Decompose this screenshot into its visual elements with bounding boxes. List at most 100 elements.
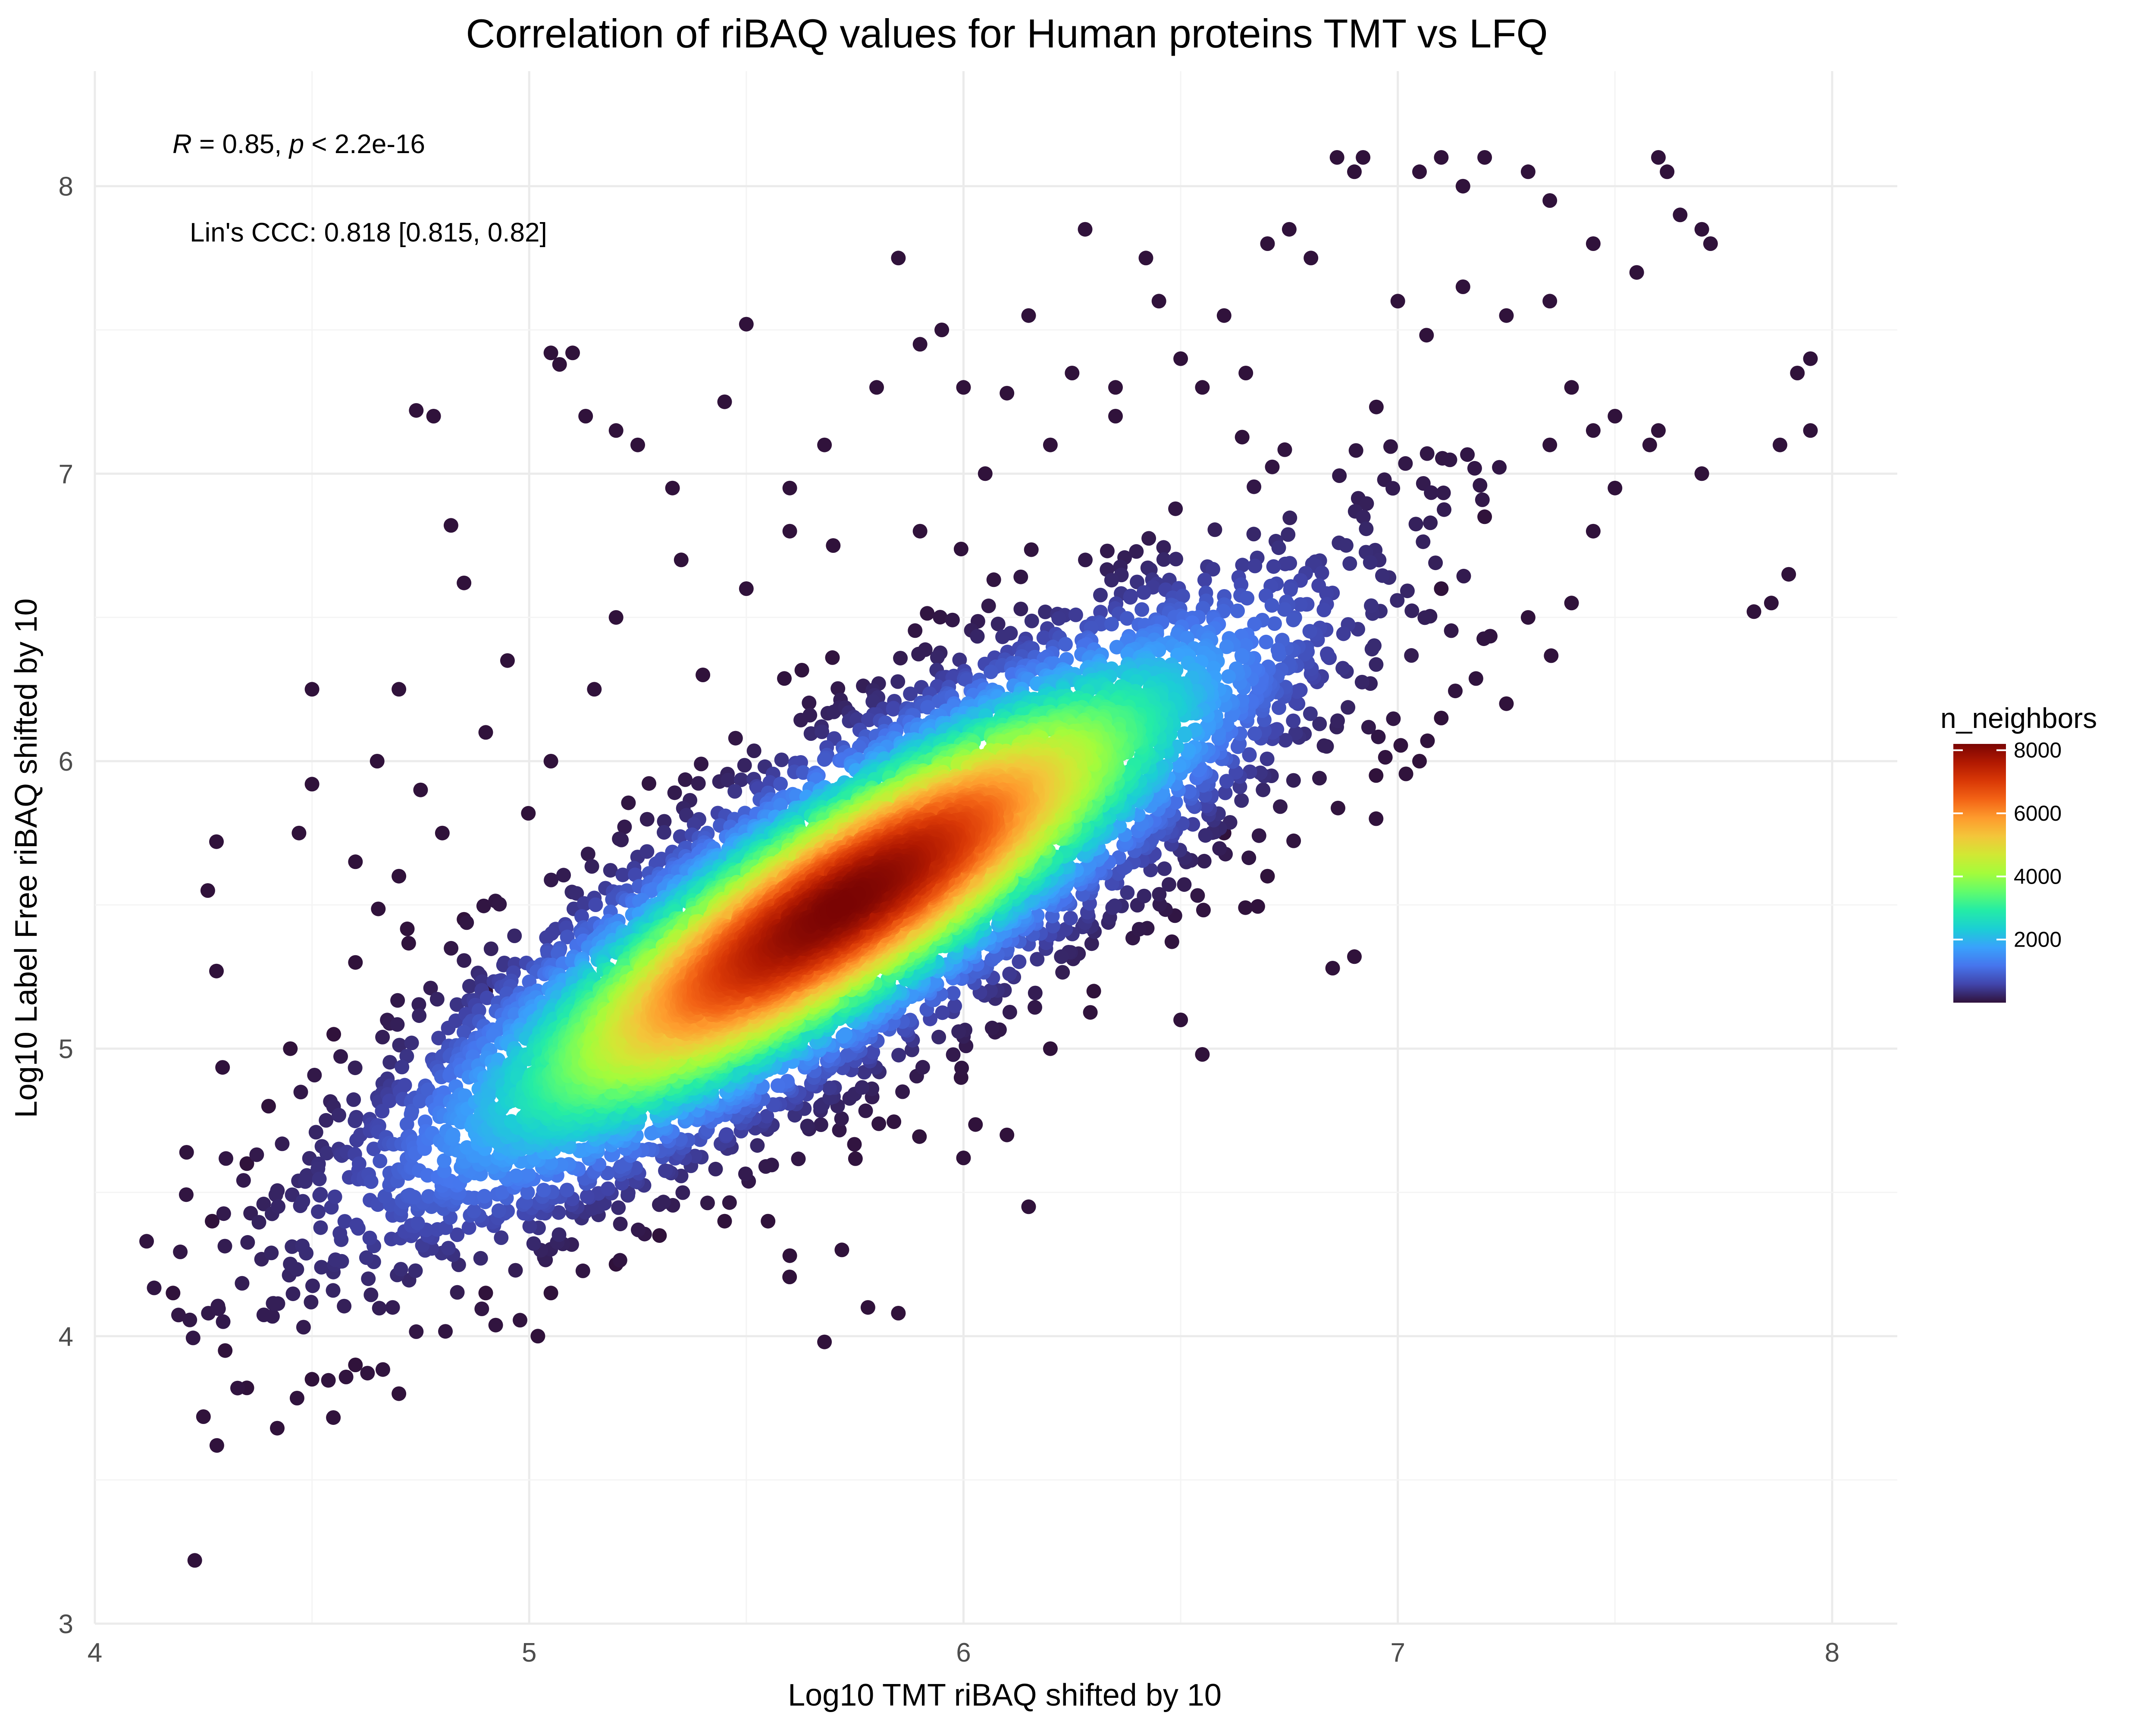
data-point [1021, 1199, 1036, 1214]
data-point [1235, 430, 1250, 445]
data-point [981, 598, 996, 613]
data-point [449, 997, 464, 1012]
data-point [946, 1047, 961, 1062]
data-point [1477, 150, 1492, 165]
data-point [1055, 965, 1070, 980]
data-point [1131, 922, 1147, 937]
data-point [1120, 885, 1135, 900]
data-point [1173, 1013, 1188, 1027]
data-point [1151, 294, 1166, 309]
data-point [1164, 934, 1179, 949]
data-point [397, 1078, 412, 1093]
data-point [496, 957, 511, 972]
data-point [1267, 616, 1282, 631]
data-point [1024, 613, 1039, 628]
data-point [410, 1215, 425, 1230]
data-point [891, 251, 906, 266]
data-point [1316, 602, 1332, 618]
data-point [385, 1300, 400, 1315]
data-point [803, 726, 818, 741]
data-point [1000, 1127, 1015, 1142]
data-point [935, 1005, 950, 1020]
data-point [1361, 720, 1376, 735]
data-point [1054, 949, 1069, 964]
data-point [438, 1324, 453, 1339]
data-point [1152, 887, 1167, 902]
data-point [1002, 966, 1017, 982]
data-point [552, 1227, 567, 1242]
data-point [390, 993, 405, 1008]
data-point [761, 1214, 776, 1229]
data-point [822, 1080, 837, 1095]
data-point [268, 1187, 283, 1202]
data-point [1332, 468, 1347, 483]
data-point [802, 695, 817, 710]
data-point [1542, 294, 1557, 309]
data-point [1456, 568, 1471, 583]
data-point [621, 795, 636, 810]
data-point [847, 1137, 862, 1152]
data-point [1234, 577, 1249, 592]
data-point [1078, 552, 1093, 568]
data-point [1803, 423, 1818, 438]
data-point [366, 1142, 381, 1157]
data-point [265, 1309, 280, 1324]
data-point [1013, 569, 1028, 584]
data-point [817, 1334, 832, 1349]
data-point [509, 1168, 523, 1183]
data-point [392, 1386, 407, 1401]
data-point [1564, 596, 1579, 611]
data-point [1398, 766, 1413, 781]
data-point [304, 1295, 319, 1310]
data-point [1156, 552, 1171, 567]
data-point [332, 1226, 348, 1241]
data-point [815, 724, 830, 739]
data-point [239, 1156, 254, 1171]
data-point [722, 1195, 737, 1210]
data-point [312, 1171, 327, 1186]
data-point [1303, 706, 1318, 721]
data-point [392, 869, 407, 884]
data-point [407, 1189, 422, 1204]
data-point [314, 1260, 329, 1275]
data-point [473, 1251, 488, 1266]
data-point [1434, 150, 1449, 165]
data-point [1673, 207, 1688, 223]
data-point [348, 854, 363, 869]
data-point [911, 646, 926, 662]
data-point [946, 986, 961, 1001]
data-point [1137, 888, 1152, 903]
data-point [639, 844, 655, 859]
data-point [1238, 366, 1253, 380]
data-point [313, 1187, 328, 1202]
data-point [209, 834, 224, 849]
data-point [612, 1253, 627, 1268]
data-point [1586, 524, 1601, 539]
data-point [377, 1189, 392, 1204]
data-point [639, 812, 655, 827]
data-point [1247, 558, 1263, 574]
data-point [1130, 574, 1144, 590]
data-point [1329, 150, 1344, 165]
data-point [1586, 423, 1601, 438]
data-point [887, 1114, 902, 1129]
data-point [429, 992, 445, 1007]
data-point [791, 1151, 806, 1167]
data-point [413, 782, 428, 797]
data-point [727, 784, 743, 799]
data-point [1314, 565, 1329, 580]
data-point [739, 317, 754, 332]
data-point [456, 1025, 471, 1040]
data-point [1216, 308, 1232, 323]
data-point [1651, 150, 1666, 165]
data-point [855, 1080, 870, 1095]
data-point [1175, 589, 1190, 603]
data-point [1218, 785, 1233, 800]
data-point [1247, 617, 1262, 632]
data-point [777, 671, 792, 686]
data-point [209, 963, 224, 979]
data-point [584, 859, 599, 874]
data-point [494, 1230, 509, 1245]
data-point [230, 1380, 245, 1396]
